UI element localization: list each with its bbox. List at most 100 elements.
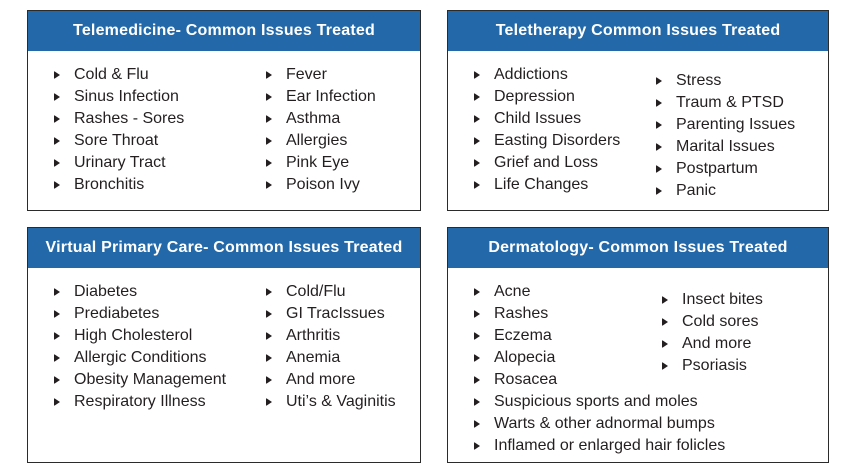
- list-item: Stress: [656, 70, 820, 92]
- list-item-label: Uti’s & Vaginitis: [286, 393, 396, 410]
- list-item: Bronchitis: [54, 174, 266, 196]
- list-item-label: Arthritis: [286, 327, 341, 344]
- bullet-triangle-icon: [474, 159, 480, 167]
- list-item: Prediabetes: [54, 303, 266, 325]
- list-item: High Cholesterol: [54, 325, 266, 347]
- list-item-label: Life Changes: [494, 176, 589, 193]
- issue-list-col1: Acne Rashes Eczema Alopecia: [474, 281, 662, 391]
- bullet-triangle-icon: [266, 376, 272, 384]
- list-item: Ear Infection: [266, 86, 412, 108]
- list-item-label: Warts & other adnormal bumps: [494, 415, 715, 432]
- bullet-triangle-icon: [266, 115, 272, 123]
- list-item: Cold/Flu: [266, 281, 412, 303]
- panel-title: Virtual Primary Care- Common Issues Trea…: [28, 228, 420, 268]
- issue-list-col2: Fever Ear Infection Asthma Allergies: [266, 64, 412, 196]
- list-item-label: Parenting Issues: [676, 116, 796, 133]
- list-item: Suspicious sports and moles: [474, 391, 820, 413]
- list-item: Anemia: [266, 347, 412, 369]
- list-item: Postpartum: [656, 158, 820, 180]
- panel-telemedicine: Telemedicine- Common Issues Treated Cold…: [27, 10, 421, 211]
- bullet-triangle-icon: [54, 181, 60, 189]
- panel-body: Addictions Depression Child Issues Easti…: [448, 51, 828, 202]
- bullet-triangle-icon: [656, 121, 662, 129]
- issue-list-col2: Cold/Flu GI TracIssues Arthritis Anemia: [266, 281, 412, 413]
- bullet-triangle-icon: [54, 398, 60, 406]
- list-item-label: Sinus Infection: [74, 88, 179, 105]
- list-item: Cold sores: [662, 311, 820, 333]
- issue-list-col2: Insect bites Cold sores And more Psorias…: [662, 289, 820, 377]
- list-item-label: Addictions: [494, 66, 568, 83]
- list-item-label: Anemia: [286, 349, 341, 366]
- list-item-label: Suspicious sports and moles: [494, 393, 698, 410]
- list-item: And more: [266, 369, 412, 391]
- bullet-triangle-icon: [474, 137, 480, 145]
- bullet-triangle-icon: [656, 187, 662, 195]
- bullet-triangle-icon: [54, 93, 60, 101]
- list-item-label: Diabetes: [74, 283, 138, 300]
- list-item-label: Cold/Flu: [286, 283, 346, 300]
- panel-teletherapy: Teletherapy Common Issues Treated Addict…: [447, 10, 829, 211]
- list-item-label: Rashes - Sores: [74, 110, 185, 127]
- bullet-triangle-icon: [54, 310, 60, 318]
- list-item-label: Postpartum: [676, 160, 758, 177]
- bullet-triangle-icon: [656, 99, 662, 107]
- list-item: Insect bites: [662, 289, 820, 311]
- panel-title: Teletherapy Common Issues Treated: [448, 11, 828, 51]
- bullet-triangle-icon: [662, 362, 668, 370]
- bullet-triangle-icon: [474, 442, 480, 450]
- panel-dermatology: Dermatology- Common Issues Treated Acne …: [447, 227, 829, 463]
- bullet-triangle-icon: [54, 288, 60, 296]
- list-item-label: Eczema: [494, 327, 552, 344]
- bullet-triangle-icon: [474, 93, 480, 101]
- list-item: Arthritis: [266, 325, 412, 347]
- list-item: Sinus Infection: [54, 86, 266, 108]
- list-item: Warts & other adnormal bumps: [474, 413, 820, 435]
- list-item-label: Fever: [286, 66, 327, 83]
- bullet-triangle-icon: [656, 143, 662, 151]
- list-item-label: And more: [286, 371, 356, 388]
- list-item-label: Allergies: [286, 132, 348, 149]
- bullet-triangle-icon: [474, 376, 480, 384]
- list-item: Cold & Flu: [54, 64, 266, 86]
- list-item-label: Sore Throat: [74, 132, 159, 149]
- bullet-triangle-icon: [54, 354, 60, 362]
- list-item: Parenting Issues: [656, 114, 820, 136]
- list-item-label: Acne: [494, 283, 531, 300]
- list-item-label: GI TracIssues: [286, 305, 385, 322]
- bullet-triangle-icon: [656, 77, 662, 85]
- list-item-label: Traum & PTSD: [676, 94, 784, 111]
- list-item: Rashes: [474, 303, 662, 325]
- list-item-label: Respiratory Illness: [74, 393, 206, 410]
- list-item: Panic: [656, 180, 820, 202]
- list-item-label: Inflamed or enlarged hair folicles: [494, 437, 726, 454]
- bullet-triangle-icon: [266, 354, 272, 362]
- list-item: Rosacea: [474, 369, 662, 391]
- panel-title: Dermatology- Common Issues Treated: [448, 228, 828, 268]
- bullet-triangle-icon: [54, 159, 60, 167]
- bullet-triangle-icon: [662, 318, 668, 326]
- bullet-triangle-icon: [54, 71, 60, 79]
- list-item-label: Marital Issues: [676, 138, 775, 155]
- bullet-triangle-icon: [54, 137, 60, 145]
- list-item-label: Child Issues: [494, 110, 582, 127]
- list-item-label: Easting Disorders: [494, 132, 621, 149]
- bullet-triangle-icon: [54, 332, 60, 340]
- bullet-triangle-icon: [474, 115, 480, 123]
- list-item: Rashes - Sores: [54, 108, 266, 130]
- bullet-triangle-icon: [266, 71, 272, 79]
- bullet-triangle-icon: [266, 288, 272, 296]
- issue-list-full-width: Suspicious sports and moles Warts & othe…: [474, 391, 820, 457]
- bullet-triangle-icon: [474, 71, 480, 79]
- list-item: GI TracIssues: [266, 303, 412, 325]
- list-item-label: Rosacea: [494, 371, 558, 388]
- list-item-label: Depression: [494, 88, 575, 105]
- bullet-triangle-icon: [266, 137, 272, 145]
- bullet-triangle-icon: [266, 398, 272, 406]
- list-item: Obesity Management: [54, 369, 266, 391]
- list-item: Eczema: [474, 325, 662, 347]
- list-item: Diabetes: [54, 281, 266, 303]
- list-item-label: Urinary Tract: [74, 154, 166, 171]
- bullet-triangle-icon: [474, 398, 480, 406]
- list-item: And more: [662, 333, 820, 355]
- list-item-label: Insect bites: [682, 291, 763, 308]
